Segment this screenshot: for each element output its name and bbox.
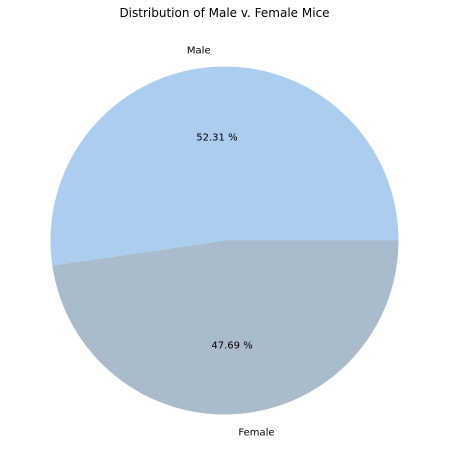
slice-label-female: Female	[238, 427, 274, 438]
pie-slices	[50, 66, 399, 415]
percent-label-female: 47.69 %	[211, 341, 252, 352]
pie-labels: Male 52.31 % Female 47.69 %	[187, 46, 275, 439]
percent-label-male: 52.31 %	[196, 132, 237, 143]
chart-title: Distribution of Male v. Female Mice	[119, 6, 329, 20]
slice-label-male: Male	[187, 46, 211, 57]
pie-slice-male	[50, 66, 399, 266]
pie-slice-female	[52, 240, 399, 415]
